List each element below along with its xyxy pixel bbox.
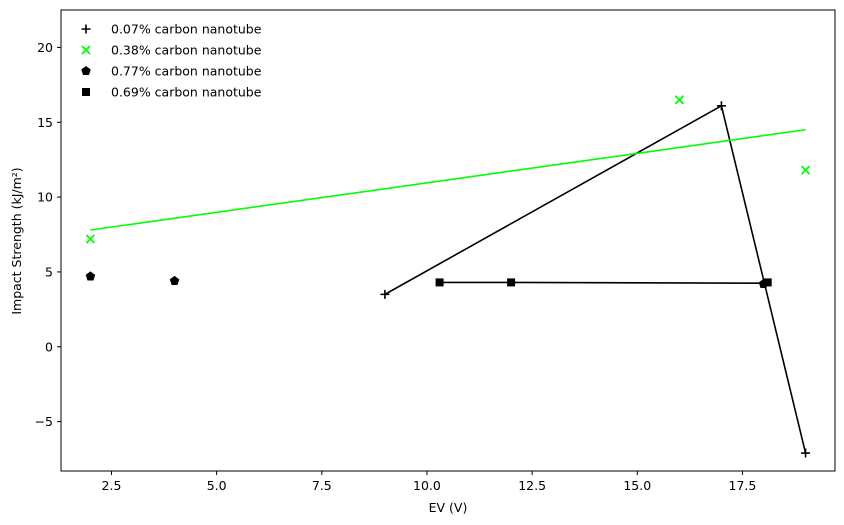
y-tick-label: 5: [45, 264, 53, 279]
series-points: [85, 95, 811, 458]
legend: 0.07% carbon nanotube 0.38% carbon nanotu…: [81, 22, 262, 100]
x-tick-label: 2.5: [102, 478, 122, 493]
plot-area: [60, 9, 836, 472]
data-point-series-1: [801, 448, 811, 458]
x-axis: 2.5 5.0 7.5 10.0 12.5 15.0 17.5: [102, 471, 757, 493]
x-tick-label: 12.5: [518, 478, 546, 493]
legend-marker-4: [82, 88, 90, 96]
x-axis-title: EV (V): [429, 500, 468, 515]
x-tick-label: 17.5: [729, 478, 757, 493]
y-tick-label: 10: [37, 190, 53, 205]
data-point-series-3: [85, 271, 96, 281]
data-point-series-2: [800, 165, 811, 175]
y-tick-label: 20: [37, 40, 53, 55]
y-axis: −5 0 5 10 15 20: [35, 40, 61, 429]
x-tick-label: 10.0: [413, 478, 441, 493]
data-point-series-4: [435, 278, 444, 287]
legend-label-3: 0.77% carbon nanotube: [111, 64, 262, 79]
y-tick-label: 15: [37, 115, 53, 130]
data-point-series-1: [716, 101, 726, 111]
legend-label-4: 0.69% carbon nanotube: [111, 85, 262, 100]
y-tick-label: 0: [45, 339, 53, 354]
legend-marker-2: [81, 45, 91, 55]
series-line-4: [439, 281, 768, 284]
y-axis-title: Impact Strength (kJ/m²): [9, 167, 24, 314]
x-tick-label: 5.0: [207, 478, 227, 493]
legend-label-1: 0.07% carbon nanotube: [111, 22, 262, 37]
data-point-series-2: [85, 234, 96, 244]
data-point-series-2: [674, 95, 684, 105]
data-point-series-1: [380, 289, 390, 299]
data-point-series-4: [763, 278, 772, 287]
data-point-series-4: [507, 278, 516, 287]
legend-label-2: 0.38% carbon nanotube: [111, 43, 262, 58]
legend-marker-1: [81, 24, 91, 34]
series-line-2: [90, 128, 806, 231]
y-tick-label: −5: [35, 414, 53, 429]
legend-marker-3: [81, 66, 91, 76]
x-tick-label: 15.0: [623, 478, 651, 493]
x-tick-label: 7.5: [312, 478, 332, 493]
data-point-series-3: [169, 275, 180, 285]
